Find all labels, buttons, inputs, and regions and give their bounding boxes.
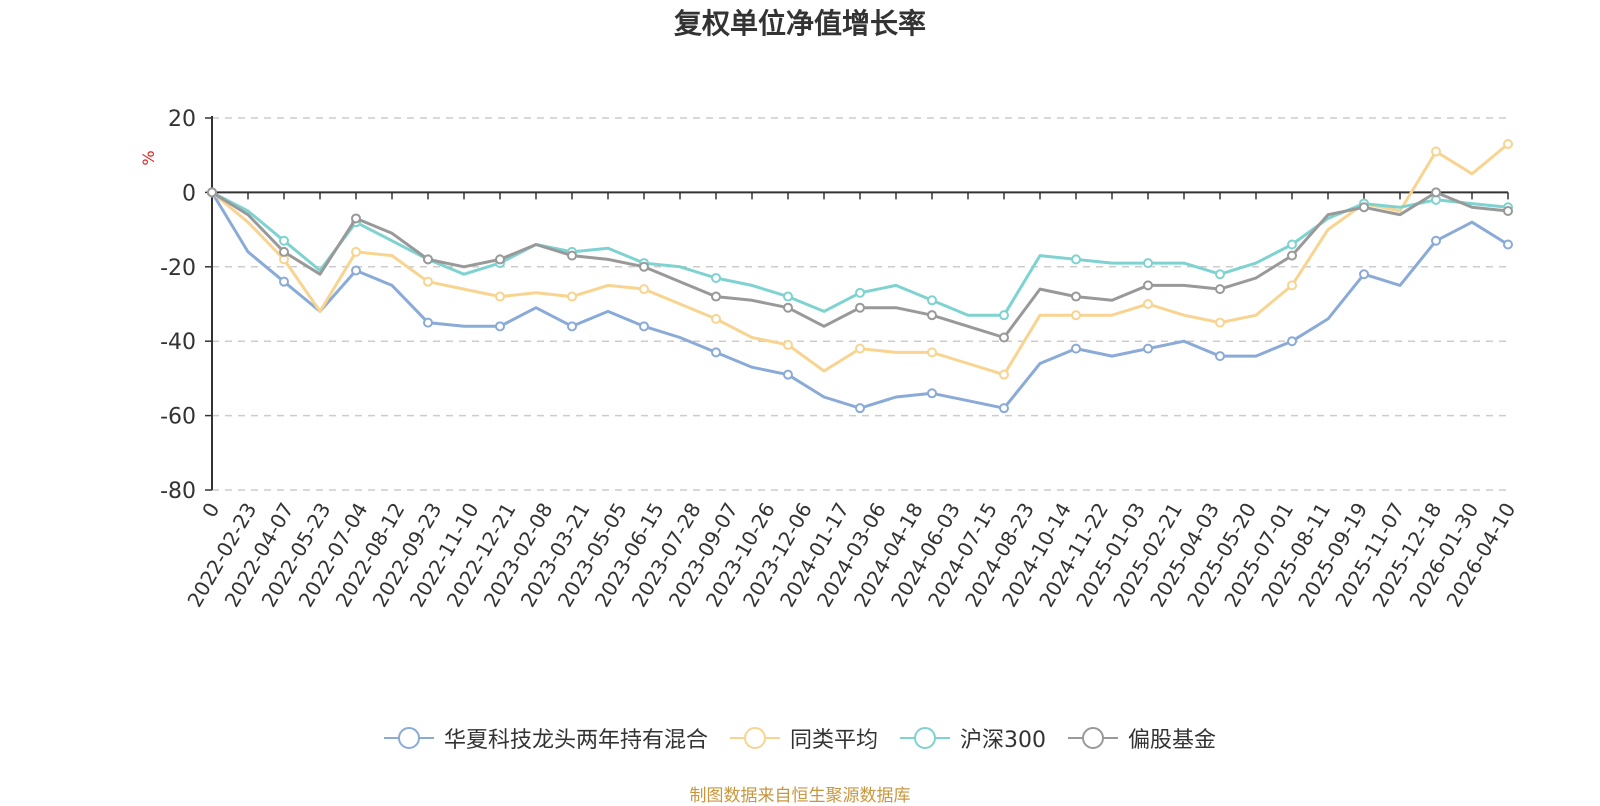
data-point[interactable] bbox=[1359, 202, 1369, 213]
data-point[interactable] bbox=[1359, 269, 1369, 280]
data-point[interactable] bbox=[1215, 269, 1225, 280]
series-line-0 bbox=[210, 191, 1509, 410]
data-point[interactable] bbox=[1215, 284, 1225, 295]
legend-label: 华夏科技龙头两年持有混合 bbox=[443, 728, 708, 753]
legend-item[interactable]: 华夏科技龙头两年持有混合 bbox=[383, 722, 708, 754]
data-point[interactable] bbox=[1071, 343, 1081, 354]
data-point[interactable] bbox=[1215, 317, 1225, 328]
data-point[interactable] bbox=[999, 310, 1009, 321]
x-tick-label: 0 bbox=[197, 499, 224, 522]
data-point[interactable] bbox=[639, 284, 649, 295]
data-point[interactable] bbox=[495, 321, 505, 332]
legend-item[interactable]: 偏股基金 bbox=[1068, 722, 1216, 754]
legend-item[interactable]: 同类平均 bbox=[729, 722, 878, 754]
data-point[interactable] bbox=[1287, 336, 1297, 347]
data-point[interactable] bbox=[495, 254, 505, 265]
data-point[interactable] bbox=[1503, 206, 1513, 216]
data-point[interactable] bbox=[783, 291, 793, 302]
chart-title: 复权单位净值增长率 bbox=[673, 7, 926, 40]
data-point[interactable] bbox=[783, 339, 793, 350]
data-point[interactable] bbox=[279, 235, 289, 246]
data-point[interactable] bbox=[1431, 146, 1441, 157]
legend-label: 沪深300 bbox=[960, 728, 1046, 753]
data-point[interactable] bbox=[1071, 254, 1081, 265]
data-point[interactable] bbox=[639, 321, 649, 332]
data-point[interactable] bbox=[567, 321, 577, 332]
source-note: 制图数据来自恒生聚源数据库 bbox=[689, 786, 911, 806]
y-tick-label: -20 bbox=[160, 256, 196, 281]
y-tick-label: -40 bbox=[160, 330, 196, 355]
data-point[interactable] bbox=[1287, 280, 1297, 291]
data-point[interactable] bbox=[1071, 291, 1081, 302]
data-point[interactable] bbox=[927, 388, 937, 399]
data-point[interactable] bbox=[567, 291, 577, 302]
data-point[interactable] bbox=[1143, 280, 1153, 291]
data-point[interactable] bbox=[207, 187, 217, 198]
data-point[interactable] bbox=[711, 272, 721, 283]
data-point[interactable] bbox=[1143, 343, 1153, 354]
data-point[interactable] bbox=[1431, 187, 1441, 198]
y-tick-label: 0 bbox=[182, 181, 196, 206]
data-point[interactable] bbox=[999, 403, 1009, 414]
data-point[interactable] bbox=[711, 291, 721, 302]
data-point[interactable] bbox=[567, 250, 577, 261]
data-point[interactable] bbox=[1503, 239, 1513, 250]
data-point[interactable] bbox=[783, 302, 793, 313]
data-point[interactable] bbox=[351, 246, 361, 257]
data-point[interactable] bbox=[1143, 258, 1153, 269]
legend-label: 同类平均 bbox=[789, 728, 878, 753]
legend-line-circle-icon bbox=[729, 727, 780, 749]
data-point[interactable] bbox=[1287, 239, 1297, 250]
y-tick-label: -60 bbox=[160, 405, 196, 430]
y-tick-label: 20 bbox=[168, 107, 196, 132]
data-point[interactable] bbox=[279, 276, 289, 287]
data-point[interactable] bbox=[279, 246, 289, 257]
data-point[interactable] bbox=[495, 291, 505, 302]
data-point[interactable] bbox=[927, 347, 937, 358]
legend: 华夏科技龙头两年持有混合 同类平均 沪深300 偏股基金 bbox=[0, 722, 1600, 754]
data-point[interactable] bbox=[423, 254, 433, 265]
data-point[interactable] bbox=[855, 343, 865, 354]
data-point[interactable] bbox=[855, 287, 865, 298]
data-point[interactable] bbox=[1503, 139, 1513, 150]
data-point[interactable] bbox=[1287, 250, 1297, 261]
y-tick-label: -80 bbox=[160, 479, 196, 504]
data-point[interactable] bbox=[1071, 310, 1081, 321]
legend-line-circle-icon bbox=[1068, 727, 1118, 749]
y-axis-label: % bbox=[139, 150, 158, 165]
data-point[interactable] bbox=[927, 295, 937, 306]
data-point[interactable] bbox=[855, 302, 865, 313]
data-point[interactable] bbox=[783, 369, 793, 380]
data-point[interactable] bbox=[711, 347, 721, 358]
data-point[interactable] bbox=[855, 403, 865, 414]
data-point[interactable] bbox=[351, 265, 361, 276]
data-point[interactable] bbox=[1215, 351, 1225, 362]
legend-item[interactable]: 沪深300 bbox=[900, 722, 1046, 754]
data-point[interactable] bbox=[423, 276, 433, 287]
data-point[interactable] bbox=[711, 313, 721, 324]
legend-line-circle-icon bbox=[900, 727, 950, 749]
data-point[interactable] bbox=[351, 213, 361, 224]
data-point[interactable] bbox=[1431, 235, 1441, 246]
data-point[interactable] bbox=[423, 317, 433, 328]
data-point[interactable] bbox=[999, 369, 1009, 380]
legend-label: 偏股基金 bbox=[1128, 728, 1217, 753]
data-point[interactable] bbox=[927, 310, 937, 321]
data-point[interactable] bbox=[1143, 299, 1153, 309]
data-point[interactable] bbox=[999, 332, 1009, 343]
legend-line-circle-icon bbox=[383, 727, 434, 749]
series-line-1 bbox=[211, 142, 1509, 377]
data-point[interactable] bbox=[639, 261, 649, 272]
